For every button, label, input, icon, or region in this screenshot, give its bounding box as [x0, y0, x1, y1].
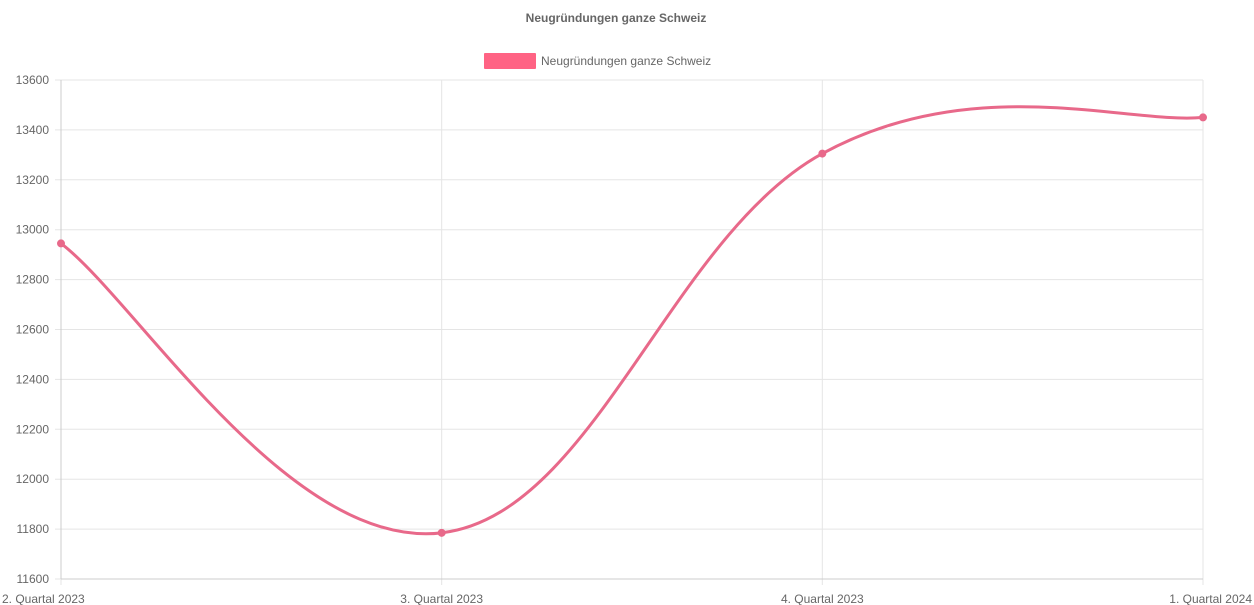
y-tick-label: 11800 — [17, 522, 50, 536]
x-tick-label: 1. Quartal 2024 — [1169, 592, 1252, 605]
x-axis-ticks: 2. Quartal 2023 3. Quartal 2023 4. Quartal… — [2, 592, 1252, 605]
data-point[interactable] — [437, 528, 446, 537]
grid-lines — [55, 79, 1204, 585]
y-axis-ticks: 11600 11800 12000 12200 12400 12600 12800 13000… — [16, 73, 50, 586]
y-tick-label: 12600 — [16, 323, 50, 337]
chart-title: Neugründungen ganze Schweiz — [526, 11, 707, 25]
x-tick-label: 4. Quartal 2023 — [781, 592, 864, 605]
series-layer — [57, 105, 1207, 537]
x-tick-label: 2. Quartal 2023 — [2, 592, 85, 605]
y-tick-label: 12000 — [16, 472, 50, 486]
data-point[interactable] — [818, 149, 827, 158]
legend[interactable]: Neugründungen ganze Schweiz — [484, 53, 711, 69]
y-tick-label: 13200 — [16, 173, 50, 187]
axes — [60, 80, 1203, 580]
y-tick-label: 11600 — [17, 572, 50, 586]
legend-swatch — [484, 53, 536, 69]
y-tick-label: 12800 — [16, 273, 50, 287]
data-point[interactable] — [57, 239, 65, 248]
y-tick-label: 12400 — [16, 372, 50, 386]
y-tick-label: 12200 — [16, 422, 50, 436]
y-tick-label: 13000 — [16, 223, 50, 237]
series-line — [59, 105, 1205, 536]
y-tick-label: 13400 — [16, 123, 50, 137]
y-tick-label: 13600 — [16, 73, 50, 87]
legend-label: Neugründungen ganze Schweiz — [541, 54, 711, 68]
x-tick-label: 3. Quartal 2023 — [400, 592, 483, 605]
data-point[interactable] — [1199, 113, 1207, 122]
